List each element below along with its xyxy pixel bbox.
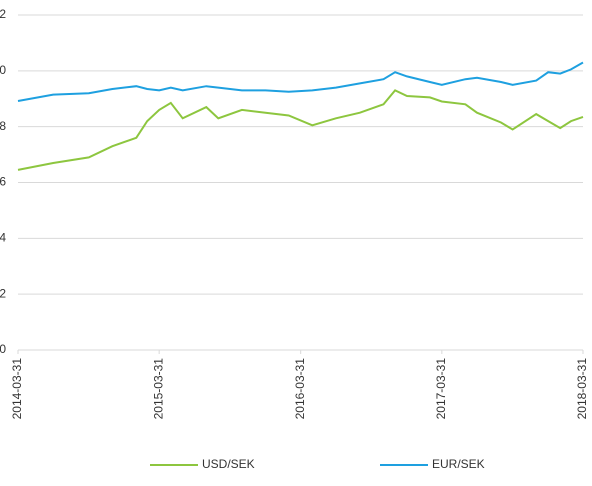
x-tick-label: 2016-03-31 (293, 358, 307, 420)
x-tick-label: 2014-03-31 (10, 358, 24, 420)
y-tick-label: 4 (0, 231, 6, 245)
x-tick-label: 2015-03-31 (151, 358, 165, 420)
y-tick-label: 8 (0, 119, 6, 133)
y-tick-label: 6 (0, 175, 6, 189)
y-tick-label: 12 (0, 7, 6, 21)
series-line (17, 89, 584, 171)
x-tick-label: 2017-03-31 (434, 358, 448, 420)
y-tick-label: 2 (0, 286, 6, 300)
series-line (17, 61, 584, 102)
y-tick-label: 10 (0, 63, 6, 77)
legend-label: EUR/SEK (432, 457, 485, 471)
x-tick-label: 2018-03-31 (575, 358, 589, 420)
y-tick-label: 0 (0, 342, 6, 356)
legend-label: USD/SEK (202, 457, 255, 471)
